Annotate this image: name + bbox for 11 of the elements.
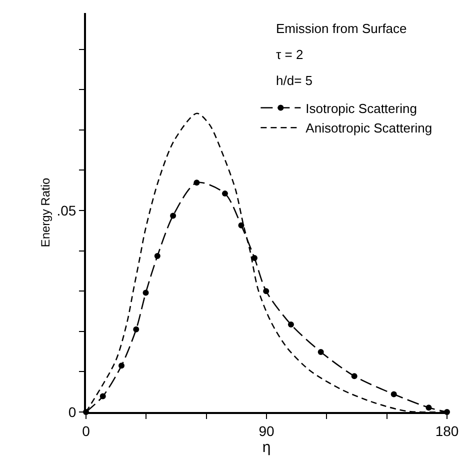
y-tick-label: .05 xyxy=(56,202,76,218)
x-tick-label: 180 xyxy=(435,422,459,439)
annotation: τ = 2 xyxy=(276,47,304,62)
x-tick-label: 90 xyxy=(258,422,274,439)
annotation: Emission from Surface xyxy=(276,21,407,36)
x-axis-title: η xyxy=(262,438,271,456)
x-tick-label: 0 xyxy=(82,422,90,439)
legend-label: Anisotropic Scattering xyxy=(306,120,432,136)
annotation: h/d= 5 xyxy=(276,73,313,88)
legend-label: Isotropic Scattering xyxy=(306,100,417,116)
y-axis-title: Energy Ratio xyxy=(38,177,53,248)
